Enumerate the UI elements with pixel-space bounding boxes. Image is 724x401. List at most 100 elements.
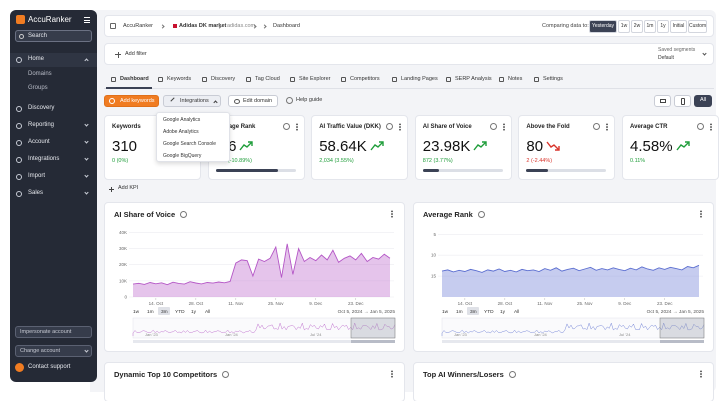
tab[interactable]: Dashboard xyxy=(120,76,149,82)
range-button[interactable]: 1y xyxy=(500,309,506,315)
support-label[interactable]: Contact support xyxy=(28,364,71,370)
all-view[interactable]: All xyxy=(694,95,712,107)
navigator-label: Jan '24 xyxy=(534,332,548,337)
range-button[interactable]: 3m xyxy=(470,309,477,315)
integrations-menu-item[interactable]: Google Search Console xyxy=(163,141,217,147)
range-button[interactable]: 1w xyxy=(442,309,449,315)
tab[interactable]: SERP Analysis xyxy=(455,76,492,82)
breadcrumb-item[interactable]: adidas.com xyxy=(227,23,256,29)
range-button[interactable]: 3m xyxy=(161,309,168,315)
top-bar: AccuRanker Adidas DK market adidas.com Dash… xyxy=(104,15,714,37)
tab[interactable]: Discovery xyxy=(211,76,236,82)
range-button[interactable]: 1w xyxy=(133,309,140,315)
chart: 0 10K 20K 30K 40K 14. Oct 28. Oct 11. Nov 25. No… xyxy=(119,230,395,343)
edit-domain-button[interactable]: Edit domain xyxy=(228,95,278,107)
flag-icon xyxy=(173,24,177,28)
range-button[interactable]: 1m xyxy=(147,309,154,315)
range-button[interactable]: 1y xyxy=(191,309,197,315)
tab[interactable]: Notes xyxy=(508,76,523,82)
compare-option[interactable]: Initial xyxy=(670,20,687,33)
range-button[interactable]: YTD xyxy=(484,309,494,315)
widget-menu[interactable] xyxy=(391,370,393,378)
nav-item[interactable]: Groups xyxy=(28,85,48,91)
widget-help xyxy=(477,210,485,218)
integrations-button[interactable]: Integrations xyxy=(163,95,221,107)
integrations-menu-item[interactable]: Google Analytics xyxy=(163,117,201,123)
arrow-line xyxy=(546,141,560,151)
tab[interactable]: Settings xyxy=(543,76,563,82)
arrow-head xyxy=(248,141,254,146)
kpi-value: 80 xyxy=(526,138,544,155)
kpi-card: AI Share of Voice 23.98K 872 (3.77%) xyxy=(414,115,512,180)
compare-option[interactable]: 1m xyxy=(644,20,656,33)
kpi-menu[interactable] xyxy=(502,123,505,131)
tab[interactable]: Tag Cloud xyxy=(255,76,280,82)
tab[interactable]: Site Explorer xyxy=(299,76,331,82)
kpi-help xyxy=(386,123,394,130)
compare-option[interactable]: 1y xyxy=(657,20,669,33)
kpi-menu[interactable] xyxy=(606,123,609,131)
nav-item[interactable]: Discovery xyxy=(28,105,55,111)
change-account-label: Change account xyxy=(20,347,61,354)
kpi-menu[interactable] xyxy=(710,123,712,131)
breadcrumb-item[interactable]: AccuRanker xyxy=(123,23,153,29)
widget-title: Dynamic Top 10 Competitors xyxy=(114,370,218,379)
logo: AccuRanker xyxy=(28,15,72,24)
tab-icon xyxy=(290,77,295,82)
desktop-view[interactable] xyxy=(654,95,671,107)
saved-segment[interactable]: Default xyxy=(658,55,674,61)
range-active xyxy=(158,307,170,315)
widget-menu[interactable] xyxy=(700,210,702,218)
nav-item[interactable]: Home xyxy=(28,56,45,62)
nav-item[interactable]: Account xyxy=(28,139,50,145)
desktop-icon xyxy=(660,99,666,103)
breadcrumb-item[interactable]: Adidas DK market xyxy=(179,23,227,29)
integrations-menu-item[interactable]: Google BigQuery xyxy=(163,153,202,159)
nav-item[interactable]: Integrations xyxy=(28,156,60,162)
range-button[interactable]: 1m xyxy=(456,309,463,315)
kpi-title: Above the Fold xyxy=(526,124,570,130)
integrations-icon xyxy=(170,97,175,102)
widget-menu[interactable] xyxy=(700,370,702,378)
mobile-icon xyxy=(681,98,685,105)
tab[interactable]: Competitors xyxy=(350,76,380,82)
nav-item[interactable]: Sales xyxy=(28,190,44,196)
impersonate-box[interactable]: Impersonate account xyxy=(15,326,92,338)
tab[interactable]: Landing Pages xyxy=(401,76,438,82)
compare-option[interactable]: 2w xyxy=(631,20,643,33)
kpi-change: 2 (-2.44%) xyxy=(526,158,553,164)
nav-item[interactable]: Reporting xyxy=(28,122,55,128)
nav-item[interactable]: Domains xyxy=(28,71,52,77)
compare-option[interactable]: 1w xyxy=(618,20,630,33)
kpi-menu[interactable] xyxy=(399,123,402,131)
range-button[interactable]: All xyxy=(205,309,210,315)
kpi-menu[interactable] xyxy=(295,123,298,131)
arrow-line xyxy=(676,141,690,151)
kpi-title: Average Rank xyxy=(215,124,256,130)
compare-option[interactable]: Custom xyxy=(688,20,707,33)
tab[interactable]: Keywords xyxy=(167,76,192,82)
integrations-menu: Google Analytics Adobe Analytics Google Se… xyxy=(156,112,230,162)
nav-item[interactable]: Import xyxy=(28,173,46,179)
search-box[interactable]: Search xyxy=(15,30,92,42)
kpi-bar-fill xyxy=(422,169,439,172)
calendar-button[interactable] xyxy=(708,20,713,33)
kpi-value: 310 xyxy=(112,138,138,155)
range-button[interactable]: YTD xyxy=(175,309,185,315)
mobile-view[interactable] xyxy=(674,95,691,107)
add-keywords-button[interactable]: Add keywords xyxy=(104,95,159,107)
nav-chevron xyxy=(84,122,89,127)
tab-icon xyxy=(534,77,539,82)
help-guide[interactable]: Help guide xyxy=(284,95,328,107)
add-filter[interactable]: Add filter xyxy=(125,51,147,57)
home-icon xyxy=(110,23,116,29)
x-tick-label: 23. Dec xyxy=(657,301,673,306)
area-fill xyxy=(133,243,390,297)
change-account-box[interactable]: Change account xyxy=(15,345,92,357)
integrations-menu-item[interactable]: Adobe Analytics xyxy=(163,129,199,135)
compare-option[interactable]: Yesterday xyxy=(589,20,617,33)
widget-menu[interactable] xyxy=(391,210,393,218)
add-kpi[interactable]: Add KPI xyxy=(118,185,139,191)
x-tick-label: 9. Dec xyxy=(309,301,323,306)
range-button[interactable]: All xyxy=(514,309,519,315)
